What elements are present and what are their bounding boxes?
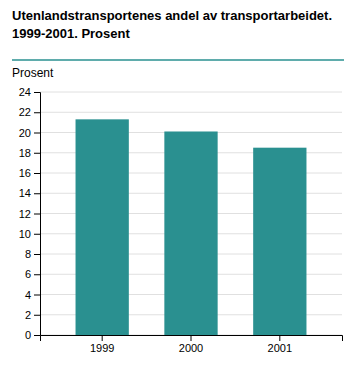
y-tick: 2 (25, 309, 40, 321)
plot: 024681012141618202224199920002001 (19, 86, 343, 354)
y-axis-title: Prosent (12, 66, 54, 80)
title-rule (12, 59, 344, 61)
y-tick-label: 10 (19, 228, 31, 240)
chart-svg: Utenlandstransportenes andel av transpor… (0, 0, 356, 365)
grid-line (40, 92, 342, 93)
y-tick-mark (34, 335, 40, 336)
x-tick-mark (191, 335, 192, 341)
y-tick-mark (34, 133, 40, 134)
y-tick: 16 (19, 167, 40, 179)
x-axis: 1999 2000 2001 (41, 335, 343, 354)
y-tick-label: 24 (19, 86, 31, 98)
y-tick-mark (34, 254, 40, 255)
x-tick: 2000 (179, 335, 203, 354)
y-tick: 24 (19, 86, 40, 98)
y-tick: 12 (19, 208, 40, 220)
y-tick-mark (34, 315, 40, 316)
x-tick-label: 1999 (90, 342, 114, 354)
x-tick-mark (279, 335, 280, 341)
y-tick-label: 8 (25, 248, 31, 260)
y-tick-label: 22 (19, 106, 31, 118)
y-tick-mark (34, 92, 40, 93)
y-tick-label: 16 (19, 167, 31, 179)
y-tick: 14 (19, 187, 40, 199)
subtitle: 1999-2001. Prosent (12, 26, 130, 41)
y-tick-label: 6 (25, 268, 31, 280)
grid (40, 92, 342, 335)
y-tick-label: 4 (25, 289, 31, 301)
title: Utenlandstransportenes andel av transpor… (12, 8, 332, 23)
y-tick: 0 (25, 329, 40, 341)
y-tick: 4 (25, 289, 40, 301)
y-tick-mark (34, 173, 40, 174)
y-tick: 20 (19, 127, 40, 139)
y-tick-mark (34, 295, 40, 296)
bar (164, 131, 217, 335)
y-tick: 6 (25, 268, 40, 280)
y-tick: 10 (19, 228, 40, 240)
x-axis-line (41, 336, 343, 342)
y-tick-label: 14 (19, 187, 31, 199)
y-tick: 22 (19, 106, 40, 118)
y-tick-label: 0 (25, 329, 31, 341)
y-axis: 024681012141618202224 (19, 86, 41, 341)
x-tick: 1999 (90, 335, 114, 354)
y-tick-mark (34, 214, 40, 215)
bar (76, 119, 129, 335)
bar (253, 148, 306, 335)
y-tick-label: 18 (19, 147, 31, 159)
x-tick-label: 2001 (268, 342, 292, 354)
y-tick: 18 (19, 147, 40, 159)
y-tick-label: 2 (25, 309, 31, 321)
grid-line (40, 112, 342, 113)
y-tick-label: 20 (19, 127, 31, 139)
chart-container: Utenlandstransportenes andel av transpor… (0, 0, 356, 365)
y-tick-label: 12 (19, 208, 31, 220)
y-tick: 8 (25, 248, 40, 260)
y-tick-mark (34, 274, 40, 275)
y-tick-mark (34, 193, 40, 194)
y-tick-mark (34, 112, 40, 113)
y-axis-line (34, 93, 41, 336)
x-tick: 2001 (268, 335, 292, 354)
bars (76, 119, 307, 335)
y-tick-mark (34, 234, 40, 235)
x-tick-label: 2000 (179, 342, 203, 354)
y-tick-mark (34, 153, 40, 154)
x-tick-mark (102, 335, 103, 341)
